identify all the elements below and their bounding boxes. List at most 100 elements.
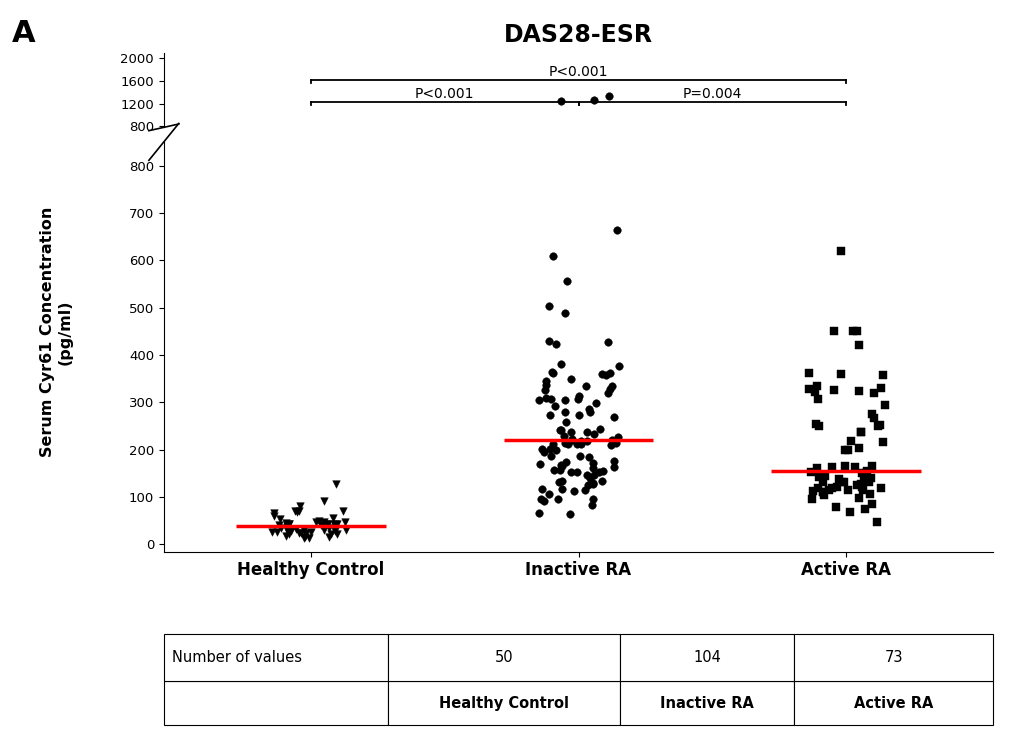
Point [603, 439, 620, 451]
Point [284, 525, 300, 538]
Point [603, 156, 620, 168]
Point [548, 444, 564, 456]
Point [571, 390, 588, 402]
Point [541, 146, 557, 159]
Point [831, 157, 848, 169]
Point [833, 368, 849, 381]
Point [284, 163, 300, 175]
Point [569, 160, 586, 172]
Point [802, 161, 818, 173]
Point [580, 155, 596, 167]
Point [323, 162, 339, 174]
Point [816, 488, 833, 501]
Point [580, 435, 596, 447]
Point [558, 416, 574, 428]
Point [872, 157, 889, 169]
Point [308, 160, 325, 172]
Point [854, 147, 870, 159]
Point [281, 164, 297, 176]
Point [869, 420, 886, 432]
Text: Serum Cyr61 Concentration
(pg/ml): Serum Cyr61 Concentration (pg/ml) [40, 207, 73, 458]
Point [592, 153, 608, 165]
Point [328, 520, 344, 532]
Point [317, 162, 334, 174]
Point [603, 157, 620, 169]
FancyBboxPatch shape [621, 681, 795, 725]
Point [300, 532, 316, 544]
Point [554, 476, 570, 488]
Point [545, 367, 561, 379]
Point [265, 510, 282, 522]
Point [591, 467, 607, 479]
Text: P=0.004: P=0.004 [683, 87, 742, 101]
Point [827, 158, 844, 170]
Point [830, 145, 847, 157]
Point [315, 162, 332, 174]
Point [278, 164, 294, 176]
Point [583, 154, 599, 166]
Point [865, 387, 882, 399]
Point [581, 402, 597, 414]
Point [564, 433, 581, 445]
Point [602, 146, 618, 158]
Point [563, 149, 580, 161]
Point [810, 156, 826, 168]
Point [843, 158, 859, 170]
Point [281, 518, 297, 530]
Point [532, 161, 549, 173]
Point [581, 479, 597, 491]
Point [558, 456, 574, 468]
Point [546, 160, 562, 172]
Point [282, 528, 298, 541]
Point [572, 436, 589, 448]
Point [328, 165, 344, 177]
Point [800, 147, 816, 159]
Point [583, 156, 599, 168]
Point [851, 492, 867, 504]
Point [566, 148, 583, 160]
Point [288, 523, 304, 535]
Point [865, 156, 882, 168]
Point [872, 482, 889, 495]
Point [843, 156, 859, 168]
Point [859, 159, 876, 171]
Point [813, 159, 829, 171]
Point [869, 147, 886, 159]
Point [570, 157, 587, 169]
Point [548, 156, 564, 168]
Point [847, 461, 863, 473]
Point [534, 153, 550, 165]
Point [552, 359, 568, 371]
Point [556, 153, 572, 165]
Point [852, 478, 868, 490]
Point [311, 516, 328, 528]
Point [819, 154, 836, 166]
Point [818, 149, 835, 162]
Point [287, 162, 303, 174]
Point [860, 159, 877, 171]
Point [553, 424, 569, 436]
Point [826, 325, 843, 337]
Point [848, 158, 864, 170]
Point [562, 507, 579, 519]
Point [538, 156, 554, 168]
Point [608, 223, 625, 236]
Point [856, 503, 872, 515]
Point [868, 159, 885, 171]
Point [606, 153, 623, 165]
Point [844, 159, 860, 171]
Point [291, 505, 307, 517]
Point [327, 519, 343, 532]
Point [546, 148, 562, 160]
Point [327, 517, 343, 529]
Point [867, 160, 884, 172]
Point [316, 525, 333, 537]
Point [878, 158, 894, 170]
Point [581, 153, 597, 165]
Point [267, 163, 284, 175]
Point [554, 156, 570, 168]
Point [321, 162, 337, 174]
Point [565, 485, 582, 497]
Point [575, 153, 592, 165]
Point [333, 164, 349, 176]
